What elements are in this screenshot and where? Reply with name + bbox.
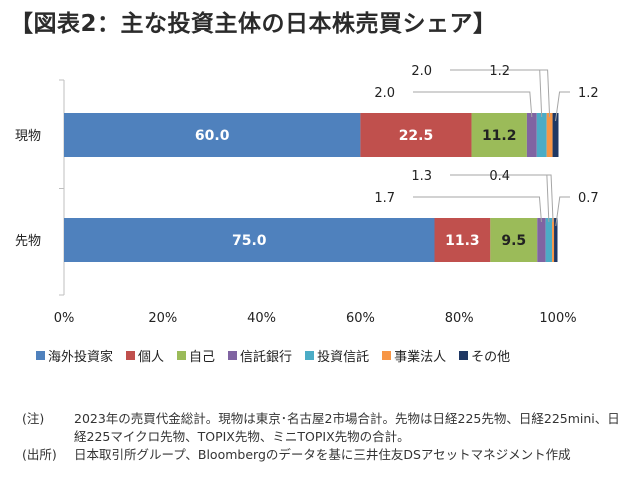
legend-label: 信託銀行 <box>240 350 293 365</box>
legend: 海外投資家 個人 自己 信託銀行 投資信託 事業法人 その他 <box>36 346 510 365</box>
legend-label: 海外投資家 <box>48 350 114 365</box>
legend-item: 投資信託 <box>305 346 369 365</box>
leader-line <box>413 91 533 118</box>
bar-segment <box>64 113 361 157</box>
category-label: 先物 <box>15 234 41 249</box>
bar-segment <box>536 113 547 157</box>
legend-label: 個人 <box>138 350 165 365</box>
legend-swatch <box>177 351 187 360</box>
legend-swatch <box>228 351 238 360</box>
notes: (注) 2023年の売買代金総計。現物は東京･名古屋2市場合計。先物は日経225先… <box>22 410 622 464</box>
legend-swatch <box>36 351 45 360</box>
data-label: 2.0 <box>374 86 395 101</box>
data-label: 22.5 <box>399 128 434 144</box>
x-tick-label: 40% <box>247 311 276 326</box>
stacked-bar-chart: 0% 20% 40% 60% 80% 100% 現物 60.0 22.5 11.2 2.0 2.0 1.… <box>15 64 599 326</box>
legend-label: 投資信託 <box>317 350 370 365</box>
leader-line <box>528 69 551 118</box>
data-label: 1.3 <box>411 169 432 184</box>
legend-item: その他 <box>459 346 510 365</box>
x-tick-label: 80% <box>445 311 474 326</box>
bar-segment <box>526 113 537 157</box>
leader-line <box>413 196 542 223</box>
data-label: 75.0 <box>232 233 267 249</box>
bar-segment <box>490 218 538 262</box>
data-label: 11.3 <box>445 233 480 249</box>
data-label: 11.2 <box>482 128 517 144</box>
chart-title: 【図表2：主な投資主体の日本株売買シェア】 <box>10 11 497 37</box>
data-label: 1.7 <box>374 191 395 206</box>
data-label: 0.7 <box>578 191 599 206</box>
bar-segment <box>552 113 559 157</box>
legend-swatch <box>305 351 315 360</box>
legend-item: 自己 <box>177 346 215 365</box>
bar-segment <box>64 218 435 262</box>
bar-segment <box>545 218 553 262</box>
data-label: 1.2 <box>578 86 599 101</box>
bar-segment <box>554 218 558 262</box>
x-tick-label: 20% <box>148 311 177 326</box>
bar-segment <box>546 113 553 157</box>
x-tick-label: 0% <box>54 311 75 326</box>
note-text: 日本取引所グループ、Bloombergのデータを基に三井住友DSアセットマネジメ… <box>74 447 571 462</box>
note-key: (出所) <box>22 447 57 462</box>
category-label: 現物 <box>15 129 41 144</box>
leader-line <box>528 174 554 223</box>
note-key: (注) <box>22 411 45 426</box>
legend-label: 自己 <box>189 350 216 365</box>
leader-line <box>555 196 570 227</box>
legend-swatch <box>459 351 469 360</box>
legend-item: 個人 <box>126 346 164 365</box>
data-label: 0.4 <box>489 169 510 184</box>
legend-label: 事業法人 <box>394 350 447 365</box>
bar-segment <box>537 218 546 262</box>
bar-segment <box>434 218 491 262</box>
data-label: 60.0 <box>195 128 230 144</box>
data-label: 1.2 <box>489 64 510 79</box>
note-row: (注) 2023年の売買代金総計。現物は東京･名古屋2市場合計。先物は日経225先… <box>22 410 622 446</box>
x-tick-label: 60% <box>346 311 375 326</box>
data-label: 9.5 <box>501 233 526 249</box>
note-text: 2023年の売買代金総計。現物は東京･名古屋2市場合計。先物は日経225先物、日… <box>74 411 620 444</box>
x-tick-label: 100% <box>539 311 576 326</box>
legend-swatch <box>382 351 392 360</box>
legend-item: 海外投資家 <box>36 346 113 365</box>
legend-item: 信託銀行 <box>228 346 292 365</box>
data-label: 2.0 <box>411 64 432 79</box>
leader-line <box>555 91 570 122</box>
bar-segment <box>471 113 527 157</box>
legend-swatch <box>126 351 136 360</box>
bar-segment <box>552 218 555 262</box>
note-row: (出所) 日本取引所グループ、Bloombergのデータを基に三井住友DSアセット… <box>22 446 622 464</box>
legend-item: 事業法人 <box>382 346 446 365</box>
legend-label: その他 <box>471 350 511 365</box>
bar-segment <box>360 113 472 157</box>
